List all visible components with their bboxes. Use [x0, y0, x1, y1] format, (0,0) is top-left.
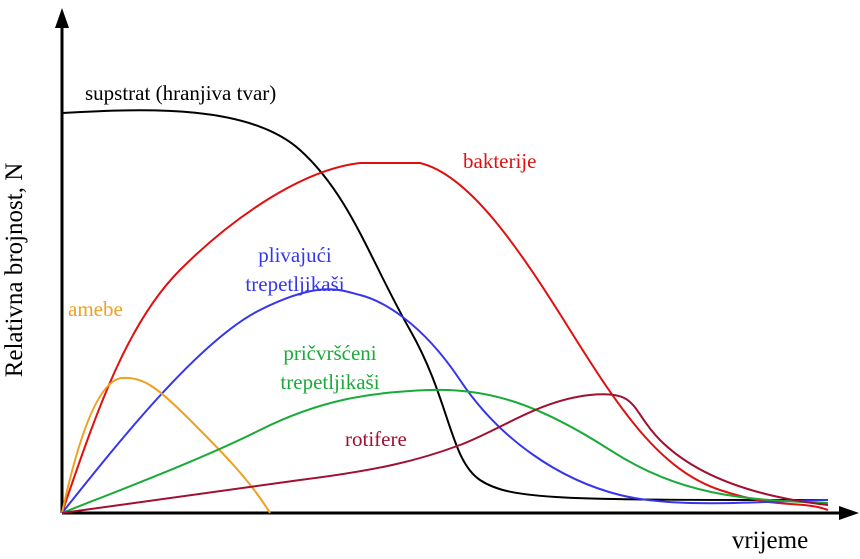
x-axis-arrow: [839, 506, 859, 520]
curve-rotifers: [61, 393, 829, 514]
curve-label: plivajući: [258, 243, 332, 267]
curve-amoebae: [61, 376, 271, 514]
curve-label: trepetljikaši: [245, 272, 344, 296]
x-axis-label: vrijeme: [732, 527, 808, 554]
curve-label: bakterije: [463, 149, 536, 173]
curve-free-ciliates: [61, 288, 829, 514]
curve-label: supstrat (hranjiva tvar): [85, 81, 276, 105]
curve-label: pričvršćeni: [283, 341, 376, 365]
curve-attached-ciliates: [61, 388, 829, 514]
y-axis-arrow: [55, 8, 69, 28]
curve-label: trepetljikaši: [280, 370, 379, 394]
y-axis-label: Relativna brojnost, N: [1, 163, 28, 378]
curve-bacteria: [61, 162, 829, 514]
curve-label: rotifere: [345, 427, 407, 451]
curve-substrate: [61, 109, 829, 501]
curve-label: amebe: [68, 297, 123, 321]
